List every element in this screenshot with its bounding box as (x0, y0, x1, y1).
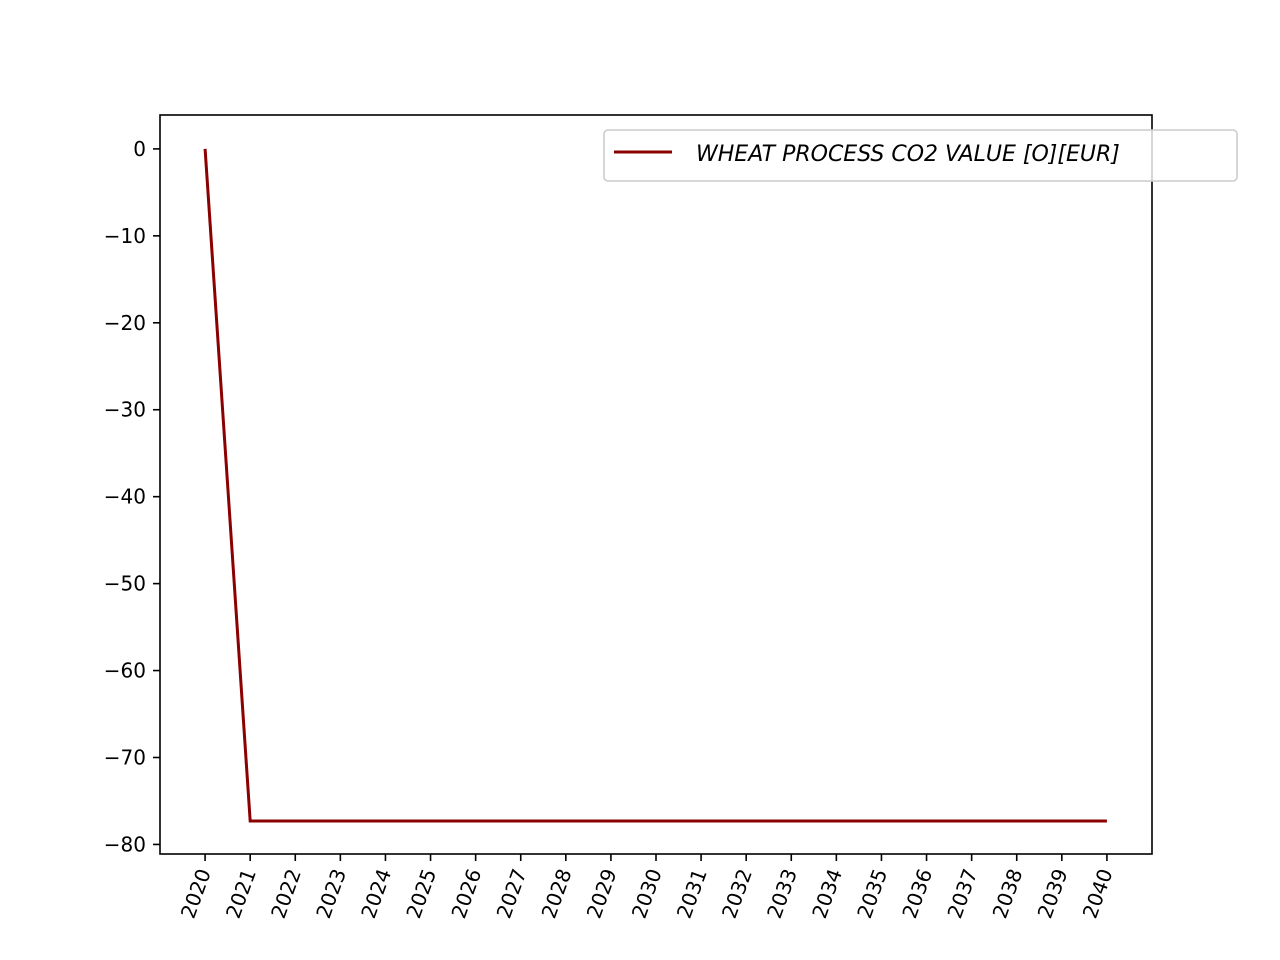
plot-frame (159, 114, 1153, 855)
y-tick-label: −20 (104, 311, 146, 335)
legend-box (603, 129, 1238, 182)
legend: WHEAT PROCESS CO2 VALUE [O][EUR] (603, 129, 1238, 182)
y-tick-label: −30 (104, 398, 146, 422)
x-tick-label: 2026 (446, 866, 486, 922)
x-tick-label: 2032 (717, 866, 757, 922)
y-tick-label: −80 (104, 832, 146, 856)
x-tick-label: 2029 (582, 866, 622, 922)
x-tick-label: 2033 (762, 866, 802, 922)
series-line (203, 148, 1107, 823)
plot-area (160, 115, 1152, 854)
x-tick-label: 2022 (266, 866, 306, 922)
x-tick-label: 2021 (221, 866, 261, 922)
legend-label: WHEAT PROCESS CO2 VALUE [O][EUR] (696, 142, 1120, 167)
x-tick-label: 2040 (1078, 866, 1118, 922)
y-tick-label: −70 (104, 745, 146, 769)
x-tick-label: 2030 (627, 866, 667, 922)
y-tick-label: −50 (104, 572, 146, 596)
x-axis-ticks: 2020 2021 2022 2023 2024 2025 2026 2027 2028 2029… (176, 854, 1118, 922)
x-tick-label: 2031 (672, 866, 712, 922)
x-tick-label: 2027 (491, 866, 531, 922)
x-tick-label: 2035 (852, 866, 892, 922)
x-tick-label: 2038 (987, 866, 1027, 922)
y-tick-label: −10 (104, 224, 146, 248)
y-tick-label: 0 (133, 137, 146, 161)
y-tick-label: −40 (104, 485, 146, 509)
x-tick-label: 2037 (942, 866, 982, 922)
y-tick-label: −60 (104, 659, 146, 683)
y-axis-ticks: 0 −10 −20 −30 −40 −50 −60 −70 −80 (104, 137, 160, 856)
series-layer (203, 148, 1107, 823)
x-tick-label: 2023 (311, 866, 351, 922)
x-tick-label: 2028 (537, 866, 577, 922)
x-tick-label: 2034 (807, 866, 847, 922)
x-tick-label: 2020 (176, 866, 216, 922)
x-tick-label: 2024 (356, 866, 396, 922)
x-tick-label: 2025 (401, 866, 441, 922)
x-tick-label: 2039 (1033, 866, 1073, 922)
x-tick-label: 2036 (897, 866, 937, 922)
